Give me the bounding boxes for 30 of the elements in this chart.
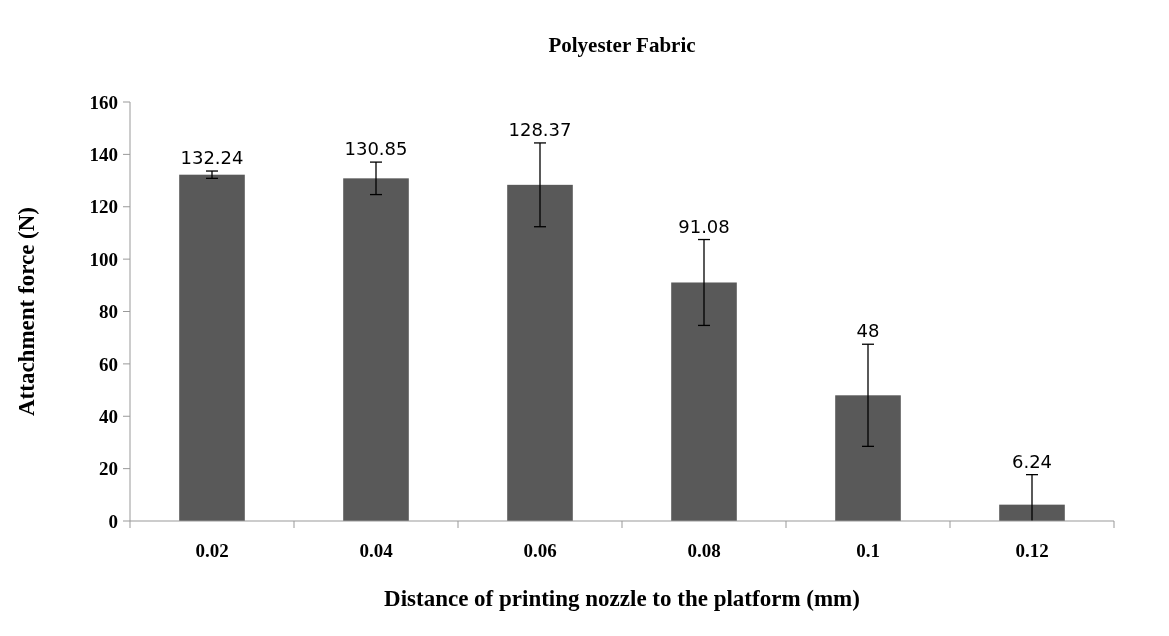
bar [835, 395, 901, 521]
data-label: 128.37 [508, 118, 572, 140]
y-tick-label: 100 [89, 248, 118, 270]
bar [999, 504, 1065, 521]
y-tick-label: 20 [99, 458, 118, 480]
data-label: 130.85 [344, 138, 408, 160]
y-tick-label: 160 [89, 91, 118, 113]
y-tick-label: 0 [108, 510, 118, 532]
bar [671, 282, 737, 521]
y-tick-label: 40 [99, 405, 118, 427]
x-tick-label: 0.08 [687, 540, 721, 561]
y-axis-title: Attachment force (N) [14, 206, 39, 417]
x-tick-label: 0.06 [523, 540, 557, 561]
y-tick-label: 120 [89, 196, 118, 218]
x-tick-label: 0.1 [856, 540, 880, 561]
chart-title: Polyester Fabric [548, 33, 696, 57]
data-label: 132.24 [180, 147, 244, 169]
bar [343, 178, 409, 521]
data-label: 6.24 [1011, 450, 1053, 472]
data-label: 91.08 [678, 215, 730, 237]
bar [507, 184, 573, 521]
data-label: 48 [856, 320, 880, 342]
x-tick-label: 0.02 [195, 540, 229, 561]
y-tick-label: 60 [99, 353, 118, 375]
x-axis-title: Distance of printing nozzle to the platform (mm) [384, 586, 860, 611]
x-tick-label: 0.12 [1015, 540, 1049, 561]
x-tick-label: 0.04 [359, 540, 394, 561]
y-tick-label: 140 [89, 144, 118, 166]
y-tick-label: 80 [99, 301, 118, 323]
bar [179, 174, 245, 521]
